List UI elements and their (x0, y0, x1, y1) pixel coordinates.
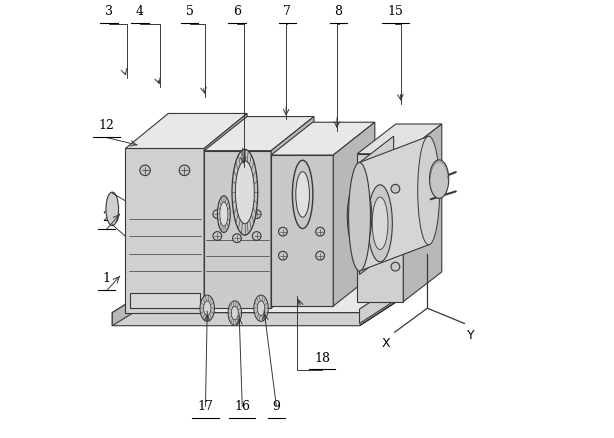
Text: 3: 3 (105, 5, 113, 18)
Polygon shape (271, 155, 333, 306)
Ellipse shape (418, 137, 440, 245)
Polygon shape (403, 125, 442, 302)
Text: 18: 18 (314, 351, 330, 364)
Ellipse shape (254, 295, 268, 321)
Text: Z: Z (433, 239, 441, 252)
Ellipse shape (200, 295, 214, 321)
Polygon shape (204, 117, 314, 151)
Text: 1: 1 (103, 272, 111, 285)
Ellipse shape (233, 234, 241, 243)
Ellipse shape (391, 263, 400, 272)
Ellipse shape (231, 307, 238, 320)
Polygon shape (368, 207, 392, 250)
Ellipse shape (213, 232, 222, 241)
Polygon shape (271, 123, 375, 155)
Text: 8: 8 (335, 5, 343, 18)
Polygon shape (360, 137, 429, 272)
Text: X: X (381, 336, 390, 349)
Polygon shape (130, 293, 200, 308)
Ellipse shape (348, 181, 371, 253)
Text: 17: 17 (198, 399, 214, 412)
Polygon shape (357, 125, 442, 154)
Ellipse shape (296, 172, 309, 218)
Ellipse shape (279, 252, 287, 261)
Ellipse shape (391, 185, 400, 194)
Ellipse shape (279, 228, 287, 237)
Text: 7: 7 (284, 5, 291, 18)
Polygon shape (360, 137, 394, 275)
Text: 15: 15 (387, 5, 403, 18)
Ellipse shape (368, 185, 392, 262)
Polygon shape (204, 151, 271, 308)
Polygon shape (360, 264, 434, 326)
Text: 9: 9 (273, 399, 281, 412)
Ellipse shape (220, 203, 228, 226)
Polygon shape (112, 285, 403, 326)
Ellipse shape (252, 210, 261, 219)
Polygon shape (333, 123, 375, 306)
Polygon shape (125, 149, 204, 313)
Text: 5: 5 (186, 5, 193, 18)
Polygon shape (112, 285, 158, 326)
Polygon shape (360, 281, 403, 324)
Ellipse shape (316, 252, 325, 261)
Ellipse shape (232, 150, 258, 236)
Ellipse shape (316, 228, 325, 237)
Polygon shape (125, 114, 247, 149)
Polygon shape (112, 285, 403, 313)
Polygon shape (271, 117, 314, 308)
Ellipse shape (372, 198, 388, 250)
Ellipse shape (106, 193, 119, 226)
Text: 12: 12 (99, 119, 115, 132)
Ellipse shape (257, 301, 265, 316)
Ellipse shape (204, 301, 211, 316)
Text: 2: 2 (103, 210, 111, 223)
Ellipse shape (179, 166, 190, 176)
Ellipse shape (430, 160, 449, 199)
Polygon shape (357, 154, 403, 302)
Text: 4: 4 (136, 5, 144, 18)
Ellipse shape (235, 161, 254, 224)
Ellipse shape (217, 196, 230, 233)
Text: 16: 16 (234, 399, 251, 412)
Ellipse shape (349, 163, 370, 272)
Ellipse shape (252, 232, 261, 241)
Text: Y: Y (467, 328, 475, 341)
Ellipse shape (140, 166, 150, 176)
Ellipse shape (292, 161, 313, 229)
Ellipse shape (213, 210, 222, 219)
Text: 6: 6 (233, 5, 241, 18)
Ellipse shape (228, 301, 241, 325)
Polygon shape (204, 114, 247, 313)
